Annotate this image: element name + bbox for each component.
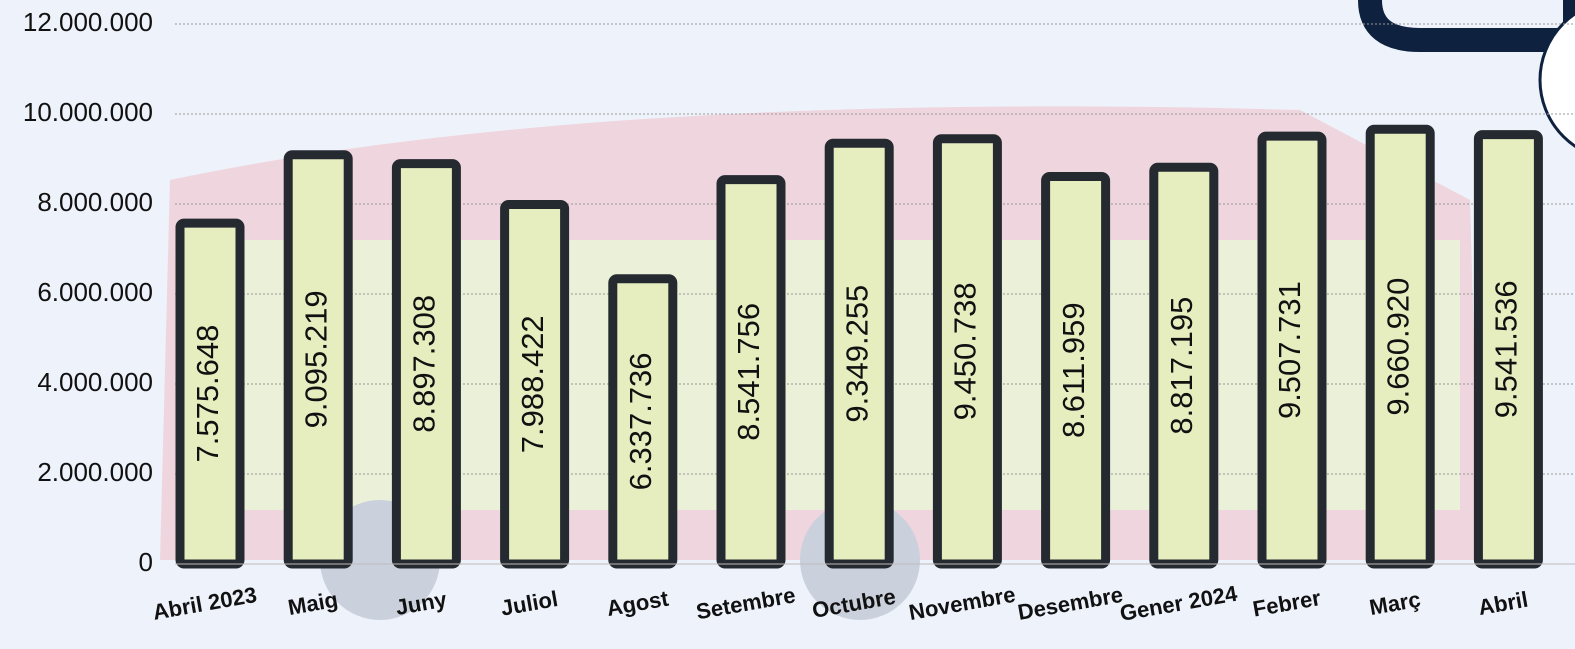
x-tick-label: Març — [1367, 587, 1422, 621]
y-tick-label: 2.000.000 — [37, 457, 153, 487]
x-tick-label: Setembre — [694, 582, 797, 624]
value-label: 9.660.920 — [1380, 278, 1415, 416]
y-tick-label: 6.000.000 — [37, 277, 153, 307]
x-tick-label: Desembre — [1016, 582, 1125, 625]
chart: 0 2.000.000 4.000.000 6.000.000 8.000.000 10.… — [0, 0, 1575, 644]
value-label: 7.575.648 — [190, 325, 225, 463]
y-tick-label: 10.000.000 — [23, 97, 153, 127]
x-tick-label: Abril 2023 — [151, 582, 259, 625]
value-label: 8.541.756 — [731, 303, 766, 441]
y-tick-label: 8.000.000 — [37, 187, 153, 217]
value-label: 8.817.195 — [1164, 297, 1199, 435]
page: {"chart_data": {"type": "bar", "categori… — [0, 0, 1575, 644]
decor-arc — [1370, 0, 1575, 40]
decor-circle — [1540, 0, 1575, 160]
value-label: 9.095.219 — [298, 290, 333, 428]
value-label: 8.897.308 — [407, 295, 442, 433]
value-label: 6.337.736 — [623, 352, 658, 490]
x-tick-label: Gener 2024 — [1118, 581, 1240, 626]
x-tick-label: Maig — [286, 587, 340, 620]
value-label: 9.349.255 — [839, 285, 874, 423]
y-tick-label: 0 — [139, 547, 153, 577]
y-tick-label: 12.000.000 — [23, 7, 153, 37]
x-tick-label: Febrer — [1251, 585, 1323, 622]
value-label: 9.541.536 — [1489, 280, 1524, 418]
x-tick-label: Agost — [605, 585, 671, 621]
x-tick-label: Novembre — [907, 582, 1017, 625]
x-tick-label: Abril — [1476, 587, 1530, 620]
value-label: 9.450.738 — [948, 282, 983, 420]
value-label: 8.611.959 — [1056, 302, 1091, 438]
y-tick-label: 4.000.000 — [37, 367, 153, 397]
value-label: 7.988.422 — [515, 315, 550, 453]
value-label: 9.507.731 — [1272, 281, 1307, 419]
x-tick-label: Juliol — [499, 586, 560, 621]
